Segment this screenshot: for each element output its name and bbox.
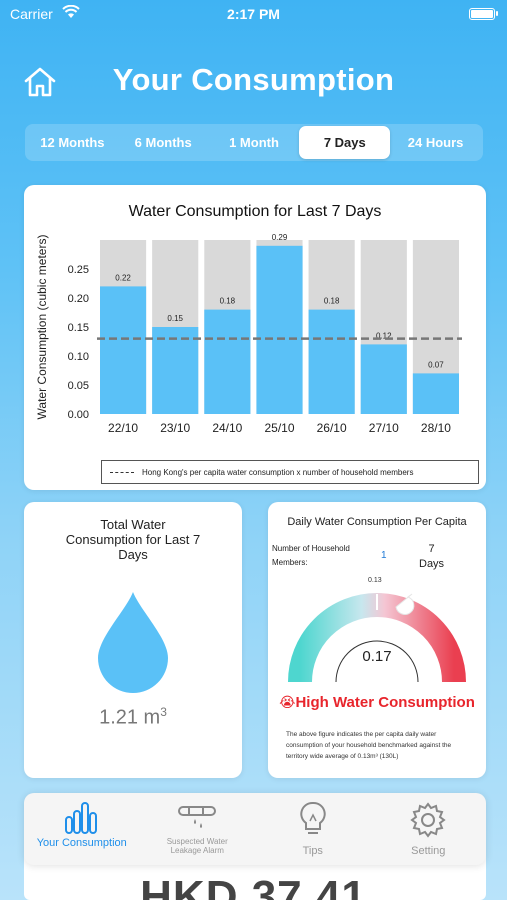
tab-your-consumption[interactable]: Your Consumption: [24, 793, 140, 865]
tab-label-your-consumption: Your Consumption: [36, 837, 127, 849]
bar-value-label: 0.07: [428, 360, 444, 369]
lightbulb-icon: [300, 801, 326, 834]
wifi-icon: [62, 5, 80, 18]
y-tick-label: 0.15: [68, 322, 89, 334]
gauge-value: 0.17: [362, 648, 392, 665]
bar-value-label: 0.18: [220, 297, 236, 306]
tab-setting[interactable]: Setting: [371, 793, 487, 865]
gauge-pointer-icon: [395, 593, 415, 615]
battery-tip: [496, 11, 498, 16]
x-tick-label: 22/10: [108, 421, 138, 435]
water-drop-icon: [98, 592, 168, 693]
y-tick-label: 0.20: [68, 293, 89, 305]
leaking-pipe-icon: [178, 806, 217, 828]
x-tick-label: 25/10: [264, 421, 294, 435]
household-members-value[interactable]: 1: [381, 550, 387, 561]
period-number: 7: [428, 543, 435, 555]
chart-legend: Hong Kong's per capita water consumption…: [101, 460, 479, 484]
x-tick-label: 23/10: [160, 421, 190, 435]
benchmark-footnote: The above figure indicates the per capit…: [286, 731, 452, 760]
bar-chart-icon: [64, 802, 97, 834]
bar: [360, 344, 407, 414]
gear-icon: [410, 802, 446, 838]
y-tick-label: 0.10: [68, 351, 89, 363]
x-tick-label: 24/10: [212, 421, 242, 435]
tab-label-setting: Setting: [411, 845, 446, 857]
bar: [256, 245, 303, 414]
gauge-benchmark-label: 0.13: [368, 577, 382, 584]
period-unit: Days: [419, 558, 445, 570]
tab-7-days[interactable]: 7 Days: [299, 126, 391, 159]
bar: [412, 373, 459, 414]
x-tick-label: 27/10: [369, 421, 399, 435]
status-bar: Carrier 2:17 PM: [0, 0, 507, 30]
tab-tips[interactable]: Tips: [255, 793, 371, 865]
consumption-chart-card: Water Consumption for Last 7 Days Water …: [24, 185, 486, 490]
y-tick-label: 0.00: [68, 409, 89, 421]
tab-leakage-alarm[interactable]: Suspected Water Leakage Alarm: [140, 793, 256, 865]
tab-1-month[interactable]: 1 Month: [229, 135, 279, 150]
chart-title: Water Consumption for Last 7 Days: [128, 203, 382, 220]
bar: [308, 309, 355, 414]
range-selector: 12 Months 6 Months 1 Month 7 Days 24 Hou…: [25, 124, 483, 161]
bottom-tab-bar: Your Consumption Suspected Water Leakage…: [24, 793, 486, 865]
x-tick-label: 26/10: [317, 421, 347, 435]
bar-value-label: 0.12: [376, 331, 392, 340]
tab-24-hours[interactable]: 24 Hours: [407, 135, 464, 150]
tab-6-months[interactable]: 6 Months: [134, 135, 192, 150]
tab-12-months[interactable]: 12 Months: [40, 135, 105, 150]
crying-face-icon: 😭: [279, 694, 296, 710]
period-value: 7 Days: [419, 542, 444, 572]
cost-value: HKD 37.41: [140, 872, 367, 900]
per-capita-title: Daily Water Consumption Per Capita: [287, 516, 467, 528]
total-value-number: 1.21 m: [99, 706, 161, 729]
y-tick-label: 0.25: [68, 264, 89, 276]
home-icon[interactable]: [22, 64, 58, 100]
battery-icon: [469, 8, 495, 20]
tab-label-leakage-alarm: Suspected Water Leakage Alarm: [166, 837, 228, 855]
total-title: Total Water Consumption for Last 7 Days: [65, 517, 201, 562]
bar-value-label: 0.29: [272, 233, 288, 242]
consumption-bar-chart: Water Consumption (cubic meters) 0.00 0.05…: [35, 233, 462, 435]
bar-value-label: 0.15: [167, 314, 183, 323]
per-capita-card[interactable]: Daily Water Consumption Per Capita Numbe…: [268, 502, 486, 778]
bar: [100, 286, 147, 414]
total-value-unit: 3: [160, 705, 167, 719]
total-consumption-card[interactable]: Total Water Consumption for Last 7 Days …: [24, 502, 242, 778]
legend-label: Hong Kong's per capita water consumption…: [142, 467, 414, 477]
bar-value-label: 0.22: [115, 273, 131, 282]
total-value: 1.21 m3: [24, 705, 242, 730]
tab-label-tips: Tips: [302, 845, 323, 857]
status-text: High Water Consumption: [295, 694, 475, 711]
bar: [204, 309, 251, 414]
y-tick-label: 0.05: [68, 380, 89, 392]
x-tick-label: 28/10: [421, 421, 451, 435]
consumption-status: 😭High Water Consumption: [268, 694, 486, 711]
household-members-label: Number of Household Members:: [272, 544, 350, 567]
bar: [152, 327, 199, 414]
y-axis-label: Water Consumption (cubic meters): [35, 235, 49, 420]
page-title: Your Consumption: [112, 62, 395, 97]
carrier-label: Carrier: [10, 6, 53, 22]
bar-value-label: 0.18: [324, 297, 340, 306]
legend-dash-line: [110, 471, 134, 473]
clock: 2:17 PM: [227, 6, 280, 22]
consumption-gauge: [288, 593, 466, 683]
